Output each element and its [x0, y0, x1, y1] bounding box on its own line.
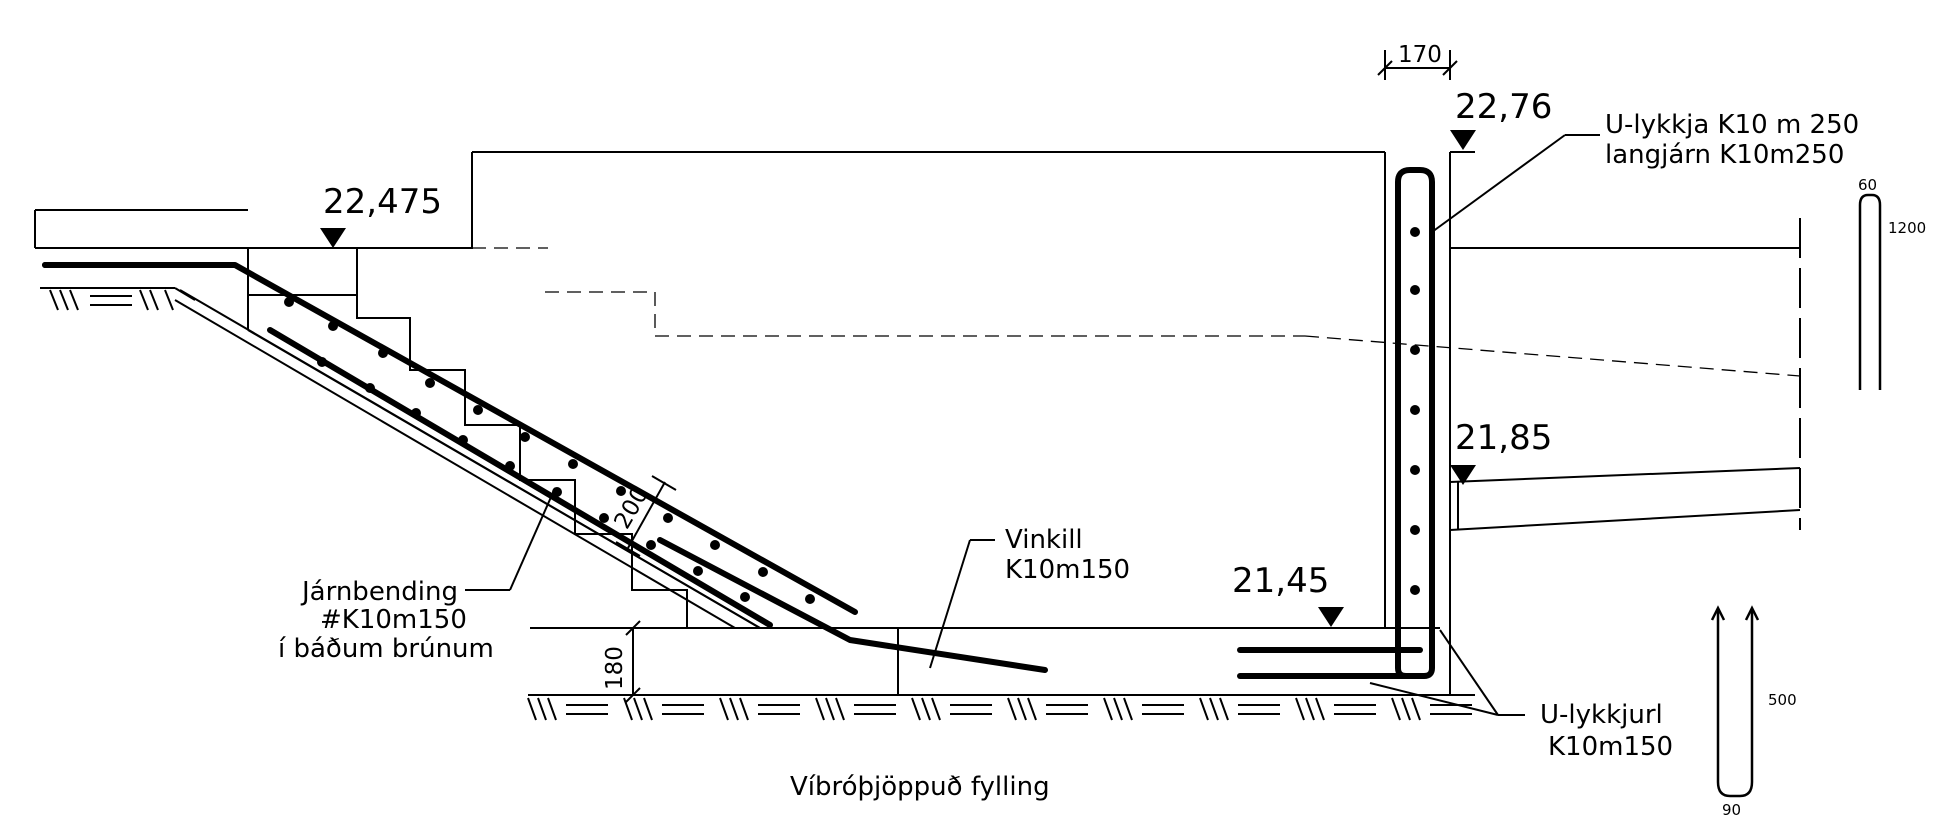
rebar-label-3: í báðum brúnum [278, 634, 494, 664]
ground-hatch-stroke [835, 697, 845, 721]
ground-hatch-stroke [815, 697, 825, 721]
floor-rebar [1237, 647, 1423, 679]
u-loop-wall-rebar [1395, 167, 1435, 679]
ground-hatch-stroke [1209, 697, 1219, 721]
left-ground-block [34, 209, 248, 249]
angle-label-2: K10m150 [1005, 555, 1130, 585]
bar-bottom-width: 90 [1722, 801, 1741, 816]
ground-hatch-stroke [921, 697, 931, 721]
ground-hatch-stroke [1391, 697, 1401, 721]
elevation-marker-left: 22,475 [320, 182, 442, 248]
ground-hatch-stroke [1017, 697, 1027, 721]
elevation-label-right: 21,85 [1455, 418, 1552, 458]
bar-top-length: 1200 [1888, 219, 1926, 237]
ground-hatch-stroke [547, 697, 557, 721]
ground-hatch-stroke [825, 697, 835, 721]
u-rod-label-1: U-lykkjurl [1540, 700, 1663, 730]
elevation-marker-right: 21,85 [1450, 418, 1552, 485]
ground-hatch-stroke [1305, 697, 1315, 721]
elevation-label-top: 22,76 [1455, 87, 1552, 127]
dimension-floor-thickness: 180 [602, 620, 641, 703]
angle-label-1: Vinkill [1005, 525, 1083, 555]
ground-hatch-stroke [527, 697, 537, 721]
u-loop-label-2: langjárn K10m250 [1605, 140, 1844, 170]
ground-hatch-stroke [1315, 697, 1325, 721]
ground-hatch-stroke [1411, 697, 1421, 721]
bar-detail-top: 60 1200 [1858, 176, 1926, 390]
dimension-wall-thickness: 170 [1377, 42, 1458, 80]
elevation-label-floor: 21,45 [1232, 561, 1329, 601]
fill-note: Víbróþjöppuð fylling [790, 772, 1050, 802]
ground-hatch-stroke [719, 697, 729, 721]
ground-hatch-stroke [1401, 697, 1411, 721]
ground-hatch-stroke [911, 697, 921, 721]
u-loop-label-1: U-lykkja K10 m 250 [1605, 110, 1859, 140]
ground-hatch-stroke [1219, 697, 1229, 721]
elevation-label-left: 22,475 [323, 182, 442, 222]
bar-bottom-length: 500 [1768, 691, 1797, 709]
bar-top-width: 60 [1858, 176, 1877, 194]
rebar-label-1: Járnbending [300, 577, 458, 607]
ground-hatch-stroke [643, 697, 653, 721]
leader-rebar: Járnbending #K10m150 í báðum brúnum [278, 487, 556, 664]
ground-hatch-stroke [1199, 697, 1209, 721]
ground-hatch-stroke [537, 697, 547, 721]
elevation-marker-top: 22,76 [1450, 87, 1552, 150]
dimension-label-wall: 170 [1398, 42, 1442, 68]
left-ground-hatch [40, 287, 196, 311]
vertical-wall [1384, 151, 1475, 695]
ground-hatch-stroke [739, 697, 749, 721]
rebar-label-2: #K10m150 [320, 605, 467, 635]
ground-hatch-stroke [1295, 697, 1305, 721]
u-rod-label-2: K10m150 [1548, 732, 1673, 762]
ground-hatch-stroke [633, 697, 643, 721]
leader-u-loop: U-lykkja K10 m 250 langjárn K10m250 [1431, 110, 1859, 233]
dimension-label-floor: 180 [602, 646, 628, 690]
floor-ground-hatch [527, 694, 1475, 721]
ground-hatch-stroke [1027, 697, 1037, 721]
right-deck [1449, 218, 1801, 531]
rebar-inclined-top [42, 262, 1048, 673]
ground-hatch-stroke [1113, 697, 1123, 721]
elevation-marker-floor: 21,45 [1232, 561, 1344, 627]
ground-hatch-stroke [1007, 697, 1017, 721]
ground-hatch-stroke [1123, 697, 1133, 721]
ground-hatch-stroke [729, 697, 739, 721]
bar-detail-bottom: 500 90 [1710, 605, 1797, 816]
hidden-lines [472, 247, 1801, 377]
leader-u-rod: U-lykkjurl K10m150 [1369, 629, 1673, 762]
ground-hatch-stroke [931, 697, 941, 721]
leader-angle: Vinkill K10m150 [929, 525, 1130, 669]
rebar-dots [284, 297, 815, 604]
ground-hatch-stroke [623, 697, 633, 721]
ground-hatch-stroke [1103, 697, 1113, 721]
stair-structure [174, 151, 1385, 629]
